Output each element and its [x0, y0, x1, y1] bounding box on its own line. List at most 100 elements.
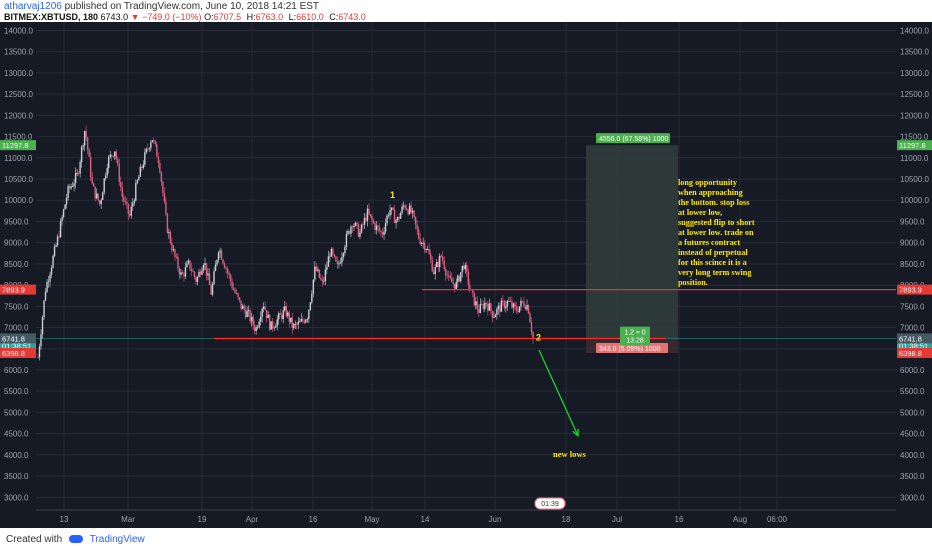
candle-body	[466, 264, 468, 272]
right-price-axis[interactable]: 14000.0 13500.0 13000.0 12500.0 12000.0 11500…	[900, 26, 929, 502]
candle-body	[229, 274, 232, 282]
candle-body	[207, 273, 209, 276]
candle-body	[396, 216, 399, 221]
author-link[interactable]: atharvaj1206	[4, 1, 62, 12]
candle-body	[454, 283, 456, 289]
y-tick-label-left: 7000.0	[4, 324, 29, 333]
y-tick-label-left: 11000.0	[4, 154, 33, 163]
candle-body	[269, 315, 271, 330]
candle-body	[101, 192, 104, 200]
candle-body	[267, 315, 269, 319]
price-labels: 11297.811297.87893.97893.96743.06743.001…	[0, 140, 932, 359]
candle-body	[299, 321, 301, 323]
candle-body	[302, 319, 304, 321]
candle-body	[59, 221, 62, 238]
low-label: L:	[288, 12, 297, 22]
candle-body	[47, 281, 50, 283]
candle-body	[70, 186, 72, 189]
candle-body	[288, 312, 290, 322]
candle-body	[332, 248, 334, 255]
candle-body	[41, 316, 44, 335]
candle-body	[211, 284, 214, 295]
y-tick-label-left: 5500.0	[4, 387, 29, 396]
candle-body	[532, 332, 534, 339]
candle-body	[235, 292, 238, 294]
candle-body	[436, 261, 438, 268]
chart-canvas[interactable]: 14000.013500.013000.012500.012000.011500…	[0, 22, 932, 528]
candle-body	[270, 321, 272, 330]
candle-body	[336, 261, 339, 265]
candle-body	[189, 260, 191, 269]
candle-body	[76, 172, 78, 174]
x-tick-label: 06:00	[767, 515, 788, 524]
candle-body	[484, 302, 486, 309]
candle-body	[238, 297, 241, 301]
candle-body	[369, 214, 372, 216]
candle-body	[523, 301, 525, 307]
candle-body	[404, 205, 406, 209]
target-badge	[596, 133, 670, 144]
candle-body	[460, 272, 462, 282]
y-tick-label-right: 8500.0	[900, 260, 925, 269]
candle-body	[408, 205, 411, 215]
candle-body	[166, 213, 169, 234]
candle-body	[503, 301, 506, 309]
candle-body	[46, 282, 48, 292]
target-zone	[586, 145, 678, 339]
note-line: at lower low,	[678, 208, 722, 217]
y-tick-label-left: 4000.0	[4, 451, 29, 460]
y-tick-label-left: 4500.0	[4, 430, 29, 439]
note-line: position.	[678, 278, 708, 287]
price-chart[interactable]: 14000.0 13500.0 13000.0 12500.0 12000.0 11500…	[0, 22, 932, 528]
price-badge-text-right: 6398.8	[899, 349, 922, 358]
candle-body	[448, 275, 450, 277]
note-line: for this scince it is a	[678, 258, 747, 267]
candle-body	[183, 273, 185, 277]
candle-body	[375, 225, 378, 231]
candle-body	[402, 205, 405, 207]
candle-body	[219, 250, 221, 253]
y-tick-label-left: 10500.0	[4, 175, 33, 184]
candle-body	[80, 146, 83, 163]
candle-body	[405, 208, 408, 210]
candle-body	[425, 249, 427, 251]
tradingview-brand[interactable]: TradingView	[89, 534, 145, 545]
candle-body	[293, 324, 295, 329]
y-tick-label-right: 14000.0	[900, 26, 929, 35]
note-line: at lower low. trade on	[678, 228, 754, 237]
candle-body	[150, 142, 152, 149]
footer-text: Created with TradingView	[6, 534, 145, 545]
candle-body	[472, 290, 474, 293]
candle-body	[350, 226, 352, 234]
candle-body	[390, 207, 393, 211]
candle-body	[457, 275, 459, 283]
y-tick-label-left: 9500.0	[4, 217, 29, 226]
candle-body	[348, 231, 351, 234]
candle-body	[109, 154, 111, 157]
x-tick-label: 13	[60, 515, 69, 524]
candle-body	[38, 346, 41, 358]
symbol-bar: BITMEX:XBTUSD, 180 6743.0 ▼ −749.0 (−10%…	[0, 12, 369, 22]
candle-body	[426, 248, 429, 250]
left-price-axis[interactable]: 14000.0 13500.0 13000.0 12500.0 12000.0 11500…	[4, 26, 33, 502]
candle-body	[414, 216, 417, 225]
y-tick-label-left: 12000.0	[4, 111, 33, 120]
price-badge-right	[897, 140, 932, 151]
candle-body	[490, 303, 492, 311]
candle-body	[210, 284, 212, 295]
x-tick-label: Jul	[612, 515, 622, 524]
price-badge-text-right: 7893.9	[899, 286, 922, 295]
candle-body	[259, 317, 262, 322]
candle-body	[243, 305, 245, 310]
candle-body	[198, 271, 200, 277]
price-badge-text-right: 11297.8	[899, 141, 926, 150]
x-tick-label: 18	[562, 515, 571, 524]
time-axis[interactable]: 13 Mar 19 Apr 16 May 14 Jun 18 Jul 16 Aug 06:00	[36, 509, 896, 524]
candle-body	[123, 196, 125, 202]
candle-body	[98, 200, 101, 205]
candle-body	[262, 306, 265, 309]
candle-body	[451, 278, 453, 283]
candle-body	[287, 312, 289, 316]
candle-body	[312, 279, 315, 294]
note-line: a futures contract	[678, 238, 740, 247]
